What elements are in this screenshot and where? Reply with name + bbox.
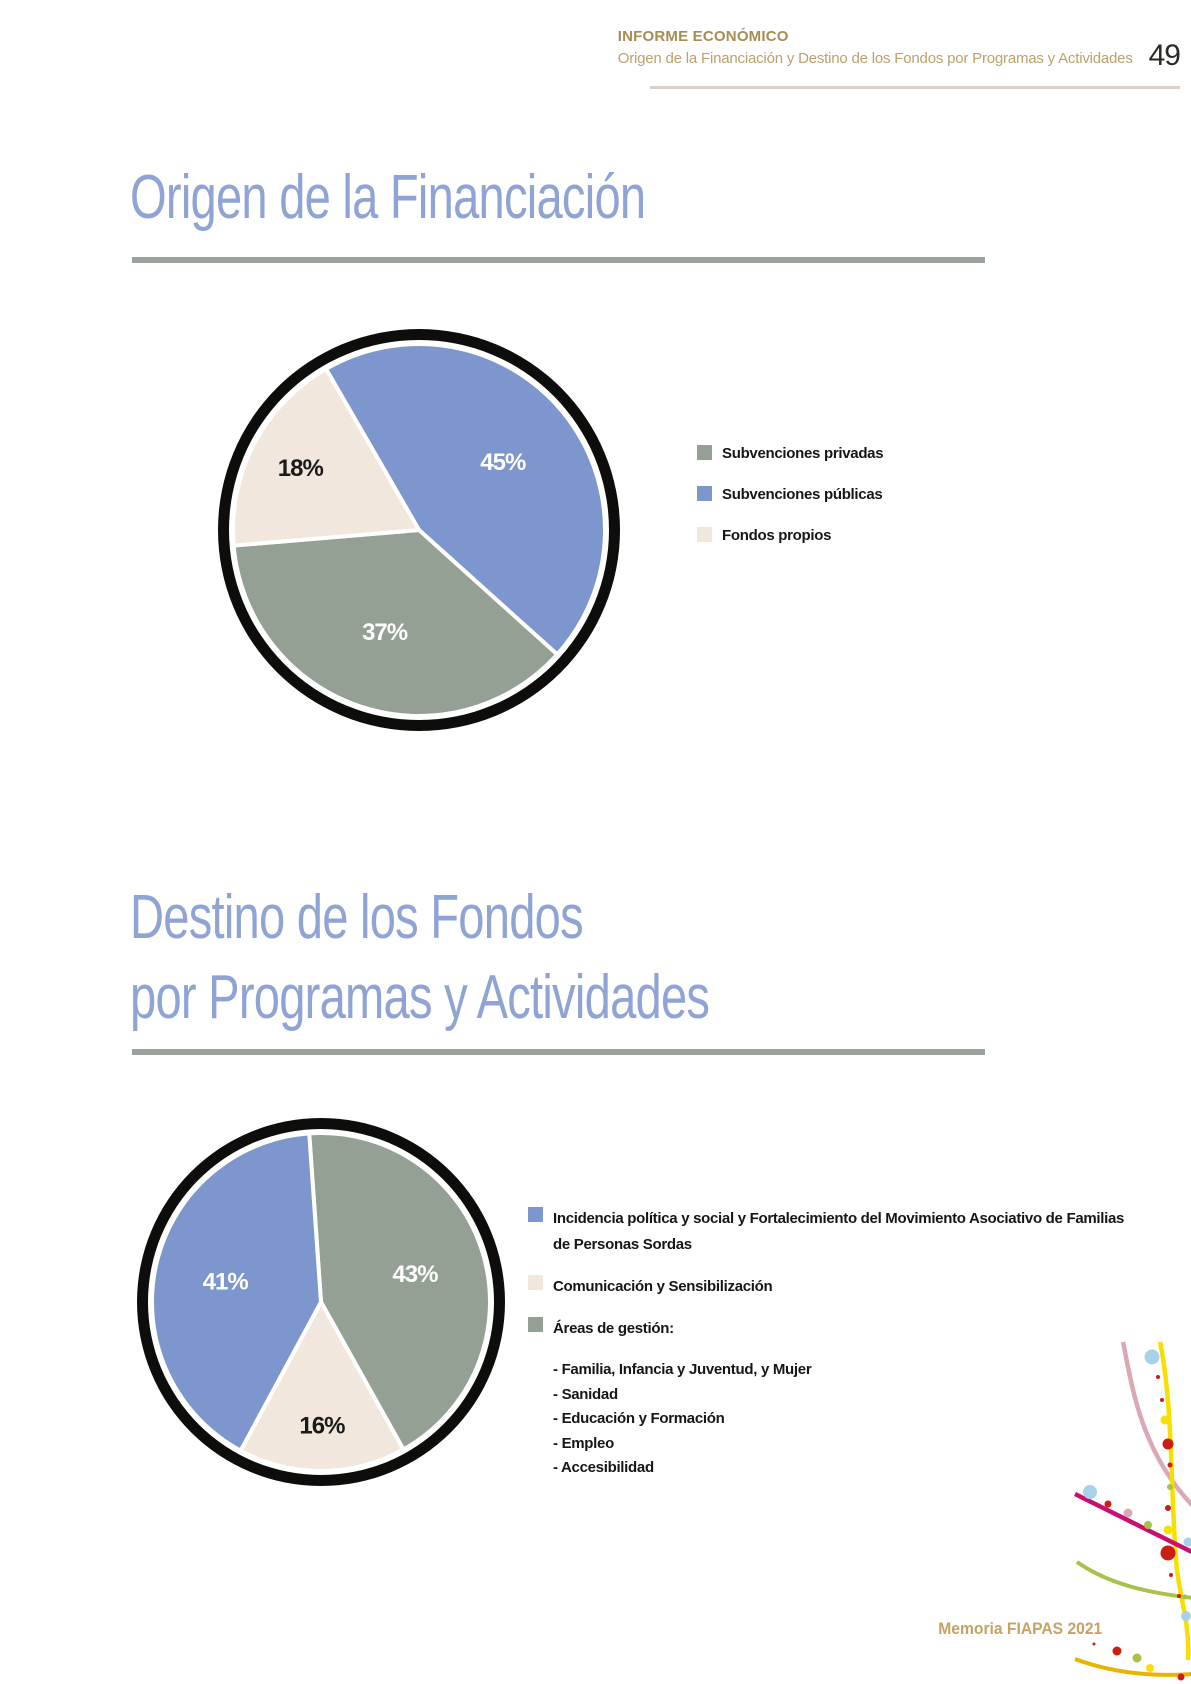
header-text-block: INFORME ECONÓMICO Origen de la Financiac…	[618, 26, 1133, 70]
deco-magenta-line	[1074, 1491, 1191, 1555]
legend-item: Subvenciones privadas	[697, 444, 884, 463]
pie-chart-destino-fondos: 43% 16% 41%	[137, 1118, 505, 1486]
legend-item: Incidencia política y social y Fortaleci…	[528, 1206, 1148, 1258]
pie-chart-origen-financiacion: 45% 37% 18%	[218, 329, 620, 731]
footer-brand: Memoria FIAPAS 2021	[937, 1619, 1102, 1638]
pie-slice-label: 43%	[392, 1261, 438, 1288]
deco-dots	[1083, 1349, 1191, 1681]
legend-label: Subvenciones públicas	[722, 486, 883, 503]
legend-origen-financiacion: Subvenciones privadas Subvenciones públic…	[697, 444, 884, 567]
legend-swatch	[697, 486, 712, 501]
section2-title-line1: Destino de los Fondos	[130, 883, 584, 952]
deco-green-curve	[1075, 1560, 1191, 1600]
header-rule	[650, 86, 1180, 89]
legend-item: Áreas de gestión:	[528, 1316, 1148, 1342]
legend-swatch	[697, 527, 712, 542]
legend-sub-item: - Educación y Formación	[553, 1410, 725, 1427]
pie-slice	[324, 342, 607, 657]
legend-sub-item: - Familia, Infancia y Juventud, y Mujer	[553, 1361, 812, 1378]
legend-swatch	[528, 1317, 543, 1332]
legend-label: Subvenciones privadas	[722, 445, 884, 462]
page-number: 49	[1148, 39, 1181, 72]
legend-swatch	[528, 1207, 543, 1222]
section1-title-line1: Origen de la Financiación	[130, 163, 646, 232]
header-kicker: INFORME ECONÓMICO	[617, 28, 789, 45]
section2-rule	[132, 1049, 985, 1055]
legend-label: Incidencia política y social y Fortaleci…	[553, 1210, 1125, 1253]
deco-pink-curve	[1120, 1341, 1191, 1507]
deco-gold-curve	[1074, 1657, 1191, 1677]
legend-swatch	[528, 1275, 543, 1290]
pie-slice-label: 41%	[203, 1268, 249, 1295]
legend-item: Comunicación y Sensibilización	[528, 1274, 1148, 1300]
page-header: INFORME ECONÓMICO Origen de la Financiac…	[618, 26, 1181, 72]
decorative-confetti	[1074, 1341, 1191, 1681]
legend-label: Áreas de gestión:	[553, 1320, 674, 1337]
section2-title-line2: por Programas y Actividades	[130, 963, 710, 1032]
legend-item: Subvenciones públicas	[697, 485, 883, 504]
pie-slice-label: 45%	[480, 449, 526, 476]
pie-slice-label: 37%	[362, 619, 408, 646]
pie-slice	[231, 366, 421, 548]
legend-swatch	[697, 445, 712, 460]
pie-slice	[231, 528, 560, 718]
legend-sub-item: - Sanidad	[553, 1385, 618, 1403]
section1-title: Origen de la Financiación	[130, 158, 646, 238]
legend-destino-fondos: Incidencia política y social y Fortaleci…	[528, 1206, 1148, 1481]
legend-label: Comunicación y Sensibilización	[553, 1278, 773, 1295]
pie-slice-label: 16%	[299, 1412, 345, 1439]
header-subtitle: Origen de la Financiación y Destino de l…	[617, 50, 1133, 67]
pie-slice	[307, 1131, 492, 1452]
pie-slice	[150, 1131, 323, 1453]
pie-slice	[238, 1300, 406, 1473]
pie-slice-label: 18%	[278, 455, 324, 482]
legend-label: Fondos propios	[722, 527, 832, 544]
legend-sub-items: - Familia, Infancia y Juventud, y Mujer -…	[553, 1358, 1148, 1481]
section1-rule	[132, 257, 985, 263]
legend-sub-item: - Accesibilidad	[553, 1459, 654, 1476]
section2-title: Destino de los Fondos por Programas y Ac…	[130, 878, 710, 1038]
legend-sub-item: - Empleo	[553, 1434, 614, 1452]
legend-item: Fondos propios	[697, 526, 883, 545]
